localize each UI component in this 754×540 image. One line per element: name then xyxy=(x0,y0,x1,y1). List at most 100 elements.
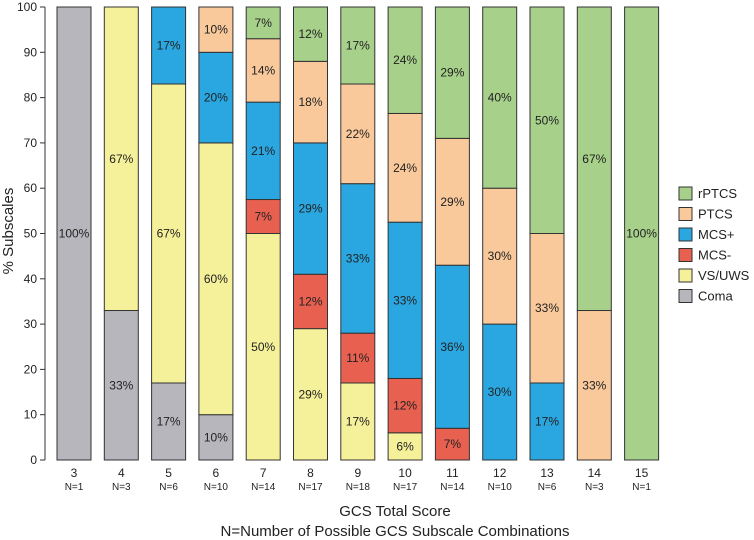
data-label: 18% xyxy=(298,95,322,109)
legend-label: MCS+ xyxy=(698,227,734,242)
data-label: 17% xyxy=(157,414,181,428)
x-n-label: N=14 xyxy=(440,482,465,493)
bar-segment-ptcs xyxy=(482,187,518,325)
legend-label: MCS- xyxy=(698,248,731,263)
data-label: 7% xyxy=(255,16,273,30)
bar-segment-ptcs xyxy=(387,112,423,223)
data-label: 7% xyxy=(255,210,273,224)
bar-segment-mcs- xyxy=(529,382,565,461)
data-label: 67% xyxy=(157,227,181,241)
data-label: 60% xyxy=(204,272,228,286)
legend-label: PTCS xyxy=(698,207,733,222)
data-label: 12% xyxy=(393,399,417,413)
legend-swatch xyxy=(678,186,693,201)
legend-swatch xyxy=(678,289,693,303)
bar-segment-vs-uws xyxy=(151,83,187,384)
x-n-label: N=10 xyxy=(204,482,229,493)
bar-segment-ptcs xyxy=(340,83,376,185)
data-label: 40% xyxy=(488,91,512,105)
bar-segment-mcs- xyxy=(387,377,423,434)
bar-segment-mcs- xyxy=(245,101,281,201)
y-tick-label: 100 xyxy=(17,0,37,14)
data-label: 29% xyxy=(298,202,322,216)
bar-segment-rptcs xyxy=(482,6,518,189)
x-n-label: N=1 xyxy=(65,482,84,493)
data-label: 50% xyxy=(535,113,559,127)
data-label: 30% xyxy=(488,249,512,263)
x-tick-label: 10 xyxy=(398,466,412,480)
y-tick-label: 50 xyxy=(24,227,38,241)
x-tick-label: 9 xyxy=(354,466,361,480)
x-tick-label: 6 xyxy=(213,466,220,480)
y-tick-label: 60 xyxy=(24,181,38,195)
data-label: 33% xyxy=(535,301,559,315)
legend-label: rPTCS xyxy=(698,186,737,201)
data-label: 33% xyxy=(346,251,370,265)
y-tick-label: 80 xyxy=(24,91,38,105)
x-tick-label: 7 xyxy=(260,466,267,480)
data-label: 50% xyxy=(251,340,275,354)
data-label: 20% xyxy=(204,91,228,105)
y-axis-title: % Subscales xyxy=(0,188,17,275)
y-tick-label: 40 xyxy=(24,272,38,286)
x-tick-label: 3 xyxy=(71,466,78,480)
data-label: 6% xyxy=(396,439,414,453)
bar-segment-rptcs xyxy=(387,6,423,114)
bar-segment-mcs- xyxy=(245,199,281,234)
legend-swatch xyxy=(678,227,693,242)
bar-segment-coma xyxy=(56,6,92,461)
data-label: 22% xyxy=(346,127,370,141)
x-n-label: N=14 xyxy=(251,482,276,493)
x-n-label: N=1 xyxy=(632,482,651,493)
data-label: 11% xyxy=(346,351,369,365)
data-label: 67% xyxy=(582,152,606,166)
data-label: 12% xyxy=(298,27,322,41)
data-label: 10% xyxy=(204,430,228,444)
legend-label: Coma xyxy=(698,289,733,304)
bar-segment-ptcs xyxy=(576,310,612,461)
legend-swatch xyxy=(678,248,693,262)
data-label: 29% xyxy=(440,195,464,209)
bar-segment-rptcs xyxy=(576,6,612,312)
bar-segment-rptcs xyxy=(340,6,376,85)
data-label: 24% xyxy=(393,161,417,175)
bar-segment-rptcs xyxy=(293,6,328,62)
y-tick-label: 10 xyxy=(24,408,38,422)
x-n-label: N=18 xyxy=(346,482,371,493)
x-tick-label: 5 xyxy=(165,466,172,480)
bar-segment-mcs- xyxy=(434,427,470,461)
y-tick-label: 20 xyxy=(24,362,38,376)
bar-segment-vs-uws xyxy=(103,6,139,312)
bar-segment-vs-uws xyxy=(245,233,281,461)
bar-segment-vs-uws xyxy=(387,432,423,461)
data-label: 33% xyxy=(393,293,417,307)
x-tick-label: 11 xyxy=(446,466,459,480)
x-tick-label: 15 xyxy=(635,466,649,480)
bar-segment-mcs- xyxy=(434,264,470,429)
bar-segment-coma xyxy=(198,414,234,461)
data-label: 67% xyxy=(109,152,133,166)
bar-segment-mcs- xyxy=(387,221,423,379)
data-label: 14% xyxy=(251,63,275,77)
bar-segment-rptcs xyxy=(245,6,281,40)
data-label: 29% xyxy=(440,66,464,80)
bar-segment-mcs- xyxy=(293,273,328,330)
data-label: 36% xyxy=(440,340,464,354)
bar-segment-rptcs xyxy=(624,6,660,461)
y-tick-label: 70 xyxy=(24,136,38,150)
bar-segment-vs-uws xyxy=(340,382,376,461)
x-tick-label: 14 xyxy=(588,466,602,480)
x-n-label: N=17 xyxy=(298,482,323,493)
x-n-label: N=10 xyxy=(488,482,513,493)
legend-label: VS/UWS xyxy=(698,268,750,283)
data-label: 100% xyxy=(59,227,90,241)
bar-segment-mcs- xyxy=(293,142,328,275)
data-label: 17% xyxy=(346,39,370,53)
data-label: 33% xyxy=(582,378,606,392)
x-tick-label: 12 xyxy=(493,466,507,480)
x-axis-title: GCS Total Score xyxy=(339,503,450,520)
x-n-label: N=6 xyxy=(538,482,557,493)
data-label: 10% xyxy=(204,23,228,37)
bar-segment-rptcs xyxy=(529,6,565,234)
